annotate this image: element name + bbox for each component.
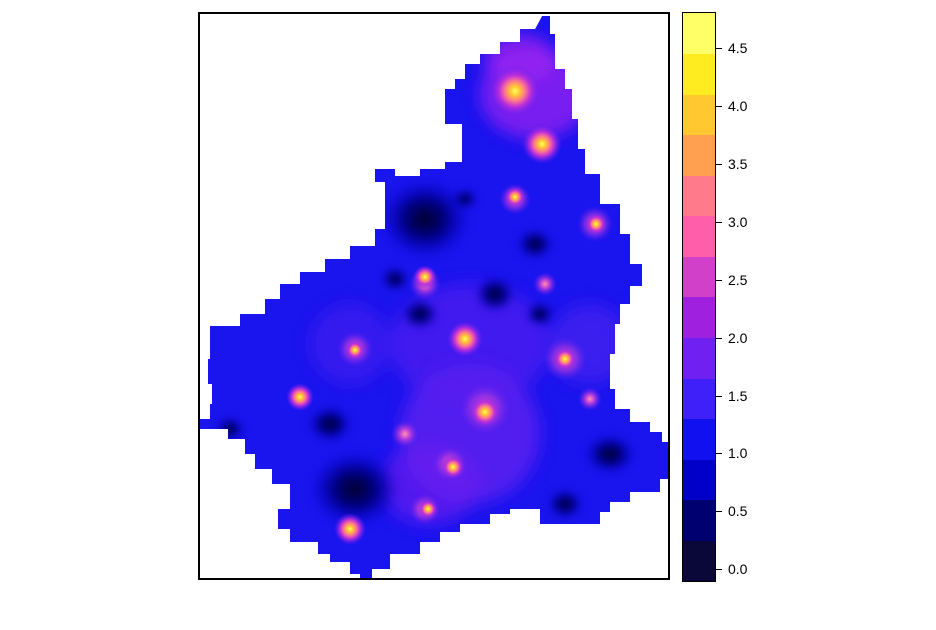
color-scale-tick-label: 0.5 xyxy=(728,503,748,520)
color-scale-swatch xyxy=(683,337,715,379)
color-scale-tick xyxy=(716,221,722,223)
color-scale-tick-label: 0.0 xyxy=(728,561,748,578)
color-scale-tick-label: 3.0 xyxy=(728,213,748,230)
color-scale-swatch xyxy=(683,256,715,298)
color-scale-tick-label: 1.5 xyxy=(728,387,748,404)
color-scale-tick xyxy=(716,395,722,397)
map-panel xyxy=(198,12,670,580)
color-scale-swatch xyxy=(683,499,715,541)
color-scale-tick xyxy=(716,337,722,339)
color-scale-swatch xyxy=(683,175,715,217)
color-scale-swatch xyxy=(683,94,715,136)
color-scale-swatch xyxy=(683,418,715,460)
raster-map xyxy=(200,16,668,578)
color-scale-swatch xyxy=(683,297,715,339)
color-scale-tick-label: 3.5 xyxy=(728,155,748,172)
color-scale-tick-label: 4.0 xyxy=(728,97,748,114)
color-scale-tick xyxy=(716,47,722,49)
color-scale-tick-label: 2.0 xyxy=(728,329,748,346)
color-scale-swatch xyxy=(683,378,715,420)
hotspots xyxy=(286,65,607,545)
color-scale-swatch xyxy=(683,134,715,176)
region-fill xyxy=(200,16,668,578)
color-scale-tick xyxy=(716,163,722,165)
color-scale-tick xyxy=(716,279,722,281)
color-scale-tick xyxy=(716,569,722,571)
color-scale-swatch xyxy=(683,13,715,55)
color-scale-swatch xyxy=(683,53,715,95)
color-scale-swatch xyxy=(683,215,715,257)
color-scale-bar xyxy=(682,12,716,582)
cold-zones xyxy=(216,179,635,527)
color-scale-tick-label: 1.0 xyxy=(728,445,748,462)
color-scale-swatch xyxy=(683,540,715,582)
color-scale-tick xyxy=(716,105,722,107)
color-scale-tick xyxy=(716,511,722,513)
color-scale-tick-label: 4.5 xyxy=(728,39,748,56)
color-scale-swatch xyxy=(683,459,715,501)
color-scale-tick xyxy=(716,453,722,455)
color-scale-tick-label: 2.5 xyxy=(728,271,748,288)
